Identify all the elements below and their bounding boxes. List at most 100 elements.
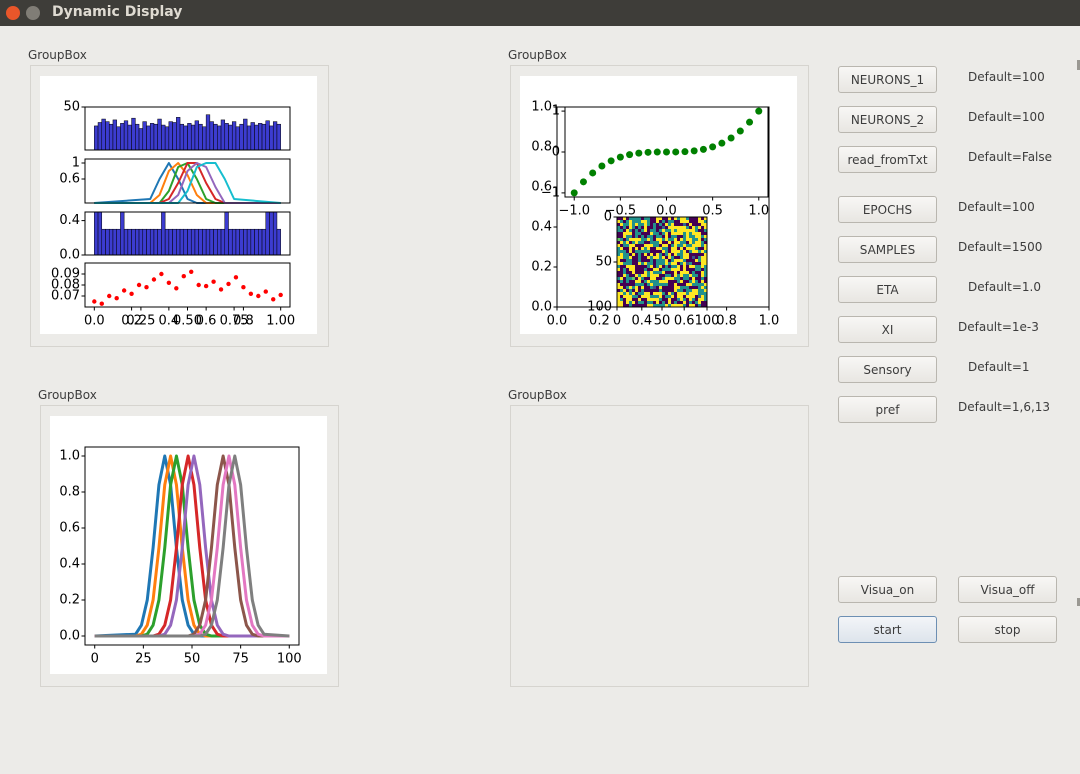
heatmap-cell — [689, 217, 693, 221]
histogram-bar — [265, 211, 270, 256]
heatmap-cell — [677, 283, 681, 287]
heatmap-cell — [644, 268, 648, 272]
heatmap-cell — [692, 295, 696, 299]
x-tick-label: 0.6 — [196, 314, 217, 329]
scatter-point — [681, 148, 689, 156]
heatmap-cell — [662, 265, 666, 269]
parameter-button[interactable]: EPOCHS — [838, 196, 937, 223]
heatmap-cell — [647, 304, 651, 308]
heatmap-cell — [650, 265, 654, 269]
heatmap-cell — [659, 286, 663, 290]
heatmap-cell — [632, 253, 636, 257]
heatmap-cell — [674, 220, 678, 224]
action-button[interactable]: stop — [958, 616, 1057, 643]
heatmap-cell — [671, 268, 675, 272]
heatmap-cell — [626, 298, 630, 302]
heatmap-cell — [680, 247, 684, 251]
heatmap-cell — [632, 271, 636, 275]
parameter-button[interactable]: ETA — [838, 276, 937, 303]
heatmap-cell — [695, 256, 699, 260]
heatmap-cell — [689, 292, 693, 296]
group-box-title: GroupBox — [38, 388, 97, 402]
heatmap-cell — [641, 262, 645, 266]
parameter-button[interactable]: pref — [838, 396, 937, 423]
heatmap-cell — [704, 283, 708, 287]
x-tick-label: 0.6 — [674, 314, 695, 329]
heatmap-cell — [671, 220, 675, 224]
heatmap-cell — [617, 271, 621, 275]
heatmap-cell — [704, 262, 708, 266]
parameter-button[interactable]: SAMPLES — [838, 236, 937, 263]
heatmap-cell — [659, 217, 663, 221]
heatmap-cell — [641, 220, 645, 224]
heatmap-cell — [662, 274, 666, 278]
action-button[interactable]: Visua_on — [838, 576, 937, 603]
heatmap-cell — [692, 238, 696, 242]
heatmap-cell — [662, 271, 666, 275]
heatmap-cell — [692, 262, 696, 266]
close-button[interactable] — [6, 6, 20, 20]
heatmap-cell — [662, 250, 666, 254]
heatmap-cell — [701, 298, 705, 302]
heatmap-cell — [698, 244, 702, 248]
heatmap-cell — [674, 247, 678, 251]
heatmap-cell — [659, 265, 663, 269]
heatmap-cell — [617, 253, 621, 257]
heatmap-cell — [656, 298, 660, 302]
parameter-button[interactable]: read_fromTxt — [838, 146, 937, 173]
action-button[interactable]: start — [838, 616, 937, 643]
heatmap-cell — [701, 250, 705, 254]
heatmap-cell — [680, 274, 684, 278]
parameter-button[interactable]: Sensory — [838, 356, 937, 383]
heatmap-cell — [665, 250, 669, 254]
heatmap-cell — [677, 235, 681, 239]
action-button[interactable]: Visua_off — [958, 576, 1057, 603]
parameter-button[interactable]: NEURONS_2 — [838, 106, 937, 133]
heatmap-cell — [626, 256, 630, 260]
scatter-point — [644, 148, 652, 156]
x-tick-label: 25 — [135, 652, 152, 667]
heatmap-cell — [671, 274, 675, 278]
heatmap-cell — [677, 253, 681, 257]
heatmap-cell — [683, 241, 687, 245]
heatmap-cell — [698, 292, 702, 296]
scatter-point — [218, 287, 224, 292]
heatmap-cell — [653, 226, 657, 230]
heatmap-cell — [626, 262, 630, 266]
y-tick-label: 0.0 — [59, 248, 80, 263]
heatmap-cell — [644, 262, 648, 266]
heatmap-cell — [692, 259, 696, 263]
heatmap-cell — [650, 238, 654, 242]
heatmap-cell — [668, 292, 672, 296]
heatmap-cell — [692, 280, 696, 284]
heatmap-cell — [647, 280, 651, 284]
heatmap-cell — [677, 241, 681, 245]
heatmap-cell — [623, 247, 627, 251]
heatmap-cell — [695, 244, 699, 248]
heatmap-cell — [641, 304, 645, 308]
heatmap-cell — [623, 232, 627, 236]
heatmap-cell — [698, 232, 702, 236]
heatmap-cell — [704, 286, 708, 290]
heatmap-cell — [668, 265, 672, 269]
heatmap-cell — [665, 304, 669, 308]
heatmap-cell — [644, 277, 648, 281]
heatmap-cell — [683, 286, 687, 290]
heatmap-cell — [689, 235, 693, 239]
heatmap-cell — [653, 268, 657, 272]
heatmap-cell — [644, 223, 648, 227]
heatmap-cell — [671, 271, 675, 275]
heatmap-cell — [704, 244, 708, 248]
minimize-button[interactable] — [26, 6, 40, 20]
heatmap-cell — [656, 265, 660, 269]
parameter-button[interactable]: NEURONS_1 — [838, 66, 937, 93]
heatmap-cell — [695, 301, 699, 305]
heatmap-cell — [653, 256, 657, 260]
heatmap-cell — [659, 280, 663, 284]
heatmap-cell — [701, 256, 705, 260]
heatmap-cell — [695, 247, 699, 251]
scatter-point — [663, 148, 670, 156]
parameter-button[interactable]: XI — [838, 316, 937, 343]
heatmap-cell — [671, 253, 675, 257]
